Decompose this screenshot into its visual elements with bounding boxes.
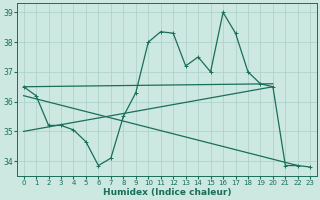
X-axis label: Humidex (Indice chaleur): Humidex (Indice chaleur) [103,188,231,197]
